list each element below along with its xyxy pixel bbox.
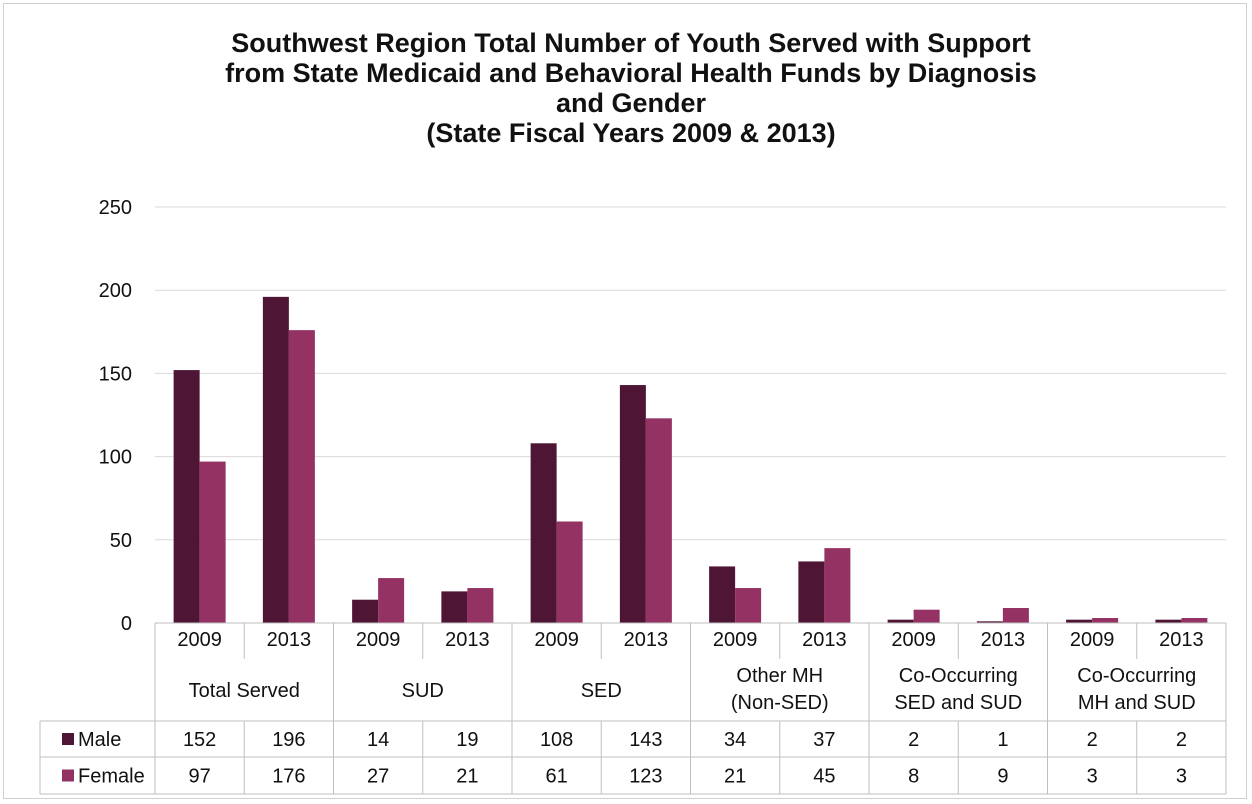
bar-male xyxy=(441,591,468,623)
chart-title-line-3: and Gender xyxy=(555,88,707,118)
bar-female xyxy=(378,578,405,623)
bar-female xyxy=(1181,618,1208,623)
y-tick-label: 250 xyxy=(99,197,132,219)
x-group-label: MH and SUD xyxy=(1078,692,1196,714)
x-year-label: 2013 xyxy=(267,629,312,651)
data-table-value: 1 xyxy=(997,729,1008,751)
x-year-label: 2009 xyxy=(1070,629,1115,651)
x-year-label: 2013 xyxy=(981,629,1026,651)
x-year-label: 2009 xyxy=(177,629,222,651)
bar-female xyxy=(913,609,940,623)
bar-male xyxy=(619,385,646,623)
bar-male xyxy=(709,566,736,623)
data-table-value: 19 xyxy=(456,729,478,751)
x-group-label: Co-Occurring xyxy=(899,665,1018,687)
data-table-value: 143 xyxy=(629,729,662,751)
bar-female xyxy=(645,418,672,623)
x-year-label: 2009 xyxy=(356,629,401,651)
bar-male xyxy=(1066,619,1093,623)
x-year-label: 2013 xyxy=(1159,629,1204,651)
data-table-value: 8 xyxy=(908,766,919,788)
bar-male xyxy=(887,619,914,623)
y-tick-label: 200 xyxy=(99,280,132,302)
data-table-value: 196 xyxy=(272,729,305,751)
data-table-value: 37 xyxy=(813,729,835,751)
bar-female xyxy=(735,588,762,623)
x-year-label: 2013 xyxy=(445,629,490,651)
chart-title-line-1: Southwest Region Total Number of Youth S… xyxy=(231,28,1031,58)
bar-female xyxy=(1002,608,1029,623)
bar-male xyxy=(976,621,1003,623)
data-table-value: 2 xyxy=(1176,729,1187,751)
data-table-value: 45 xyxy=(813,766,835,788)
data-table-value: 61 xyxy=(546,766,568,788)
y-tick-label: 100 xyxy=(99,447,132,469)
legend-label-female: Female xyxy=(78,766,145,788)
bar-female xyxy=(288,330,315,623)
data-table-value: 21 xyxy=(724,766,746,788)
data-table-value: 2 xyxy=(1087,729,1098,751)
data-table-value: 152 xyxy=(183,729,216,751)
bar-male xyxy=(173,370,200,623)
x-group-label: SUD xyxy=(402,680,444,702)
chart-title-line-4: (State Fiscal Years 2009 & 2013) xyxy=(426,118,836,148)
bar-male xyxy=(262,296,289,623)
chart-title: Southwest Region Total Number of Youth S… xyxy=(0,28,1252,148)
data-table-value: 97 xyxy=(189,766,211,788)
data-table-value: 27 xyxy=(367,766,389,788)
legend-key-male xyxy=(62,733,74,745)
data-table-value: 176 xyxy=(272,766,305,788)
bar-female xyxy=(467,588,494,623)
data-table-value: 2 xyxy=(908,729,919,751)
data-table-value: 3 xyxy=(1087,766,1098,788)
x-year-label: 2009 xyxy=(534,629,579,651)
x-group-label: (Non-SED) xyxy=(731,692,829,714)
bar-female xyxy=(556,521,583,623)
x-group-label: SED and SUD xyxy=(894,692,1022,714)
data-table-value: 34 xyxy=(724,729,746,751)
x-group-label: Total Served xyxy=(189,680,300,702)
x-year-label: 2013 xyxy=(624,629,669,651)
y-tick-label: 150 xyxy=(99,363,132,385)
bar-male xyxy=(798,561,825,623)
x-group-label: SED xyxy=(581,680,622,702)
bar-male xyxy=(352,599,379,623)
y-tick-label: 0 xyxy=(121,613,132,635)
bar-female xyxy=(824,548,851,623)
bar-male xyxy=(530,443,557,623)
chart-title-line-2: from State Medicaid and Behavioral Healt… xyxy=(225,58,1037,88)
bar-male xyxy=(1155,619,1182,623)
legend-label-male: Male xyxy=(78,729,121,751)
data-table-value: 21 xyxy=(456,766,478,788)
data-table-value: 14 xyxy=(367,729,389,751)
data-table-value: 123 xyxy=(629,766,662,788)
data-table-value: 108 xyxy=(540,729,573,751)
x-group-label: Other MH xyxy=(736,665,823,687)
data-table-value: 3 xyxy=(1176,766,1187,788)
data-table-value: 9 xyxy=(997,766,1008,788)
bar-female xyxy=(199,461,226,623)
x-year-label: 2009 xyxy=(891,629,936,651)
y-tick-label: 50 xyxy=(110,530,132,552)
x-group-label: Co-Occurring xyxy=(1077,665,1196,687)
legend-key-female xyxy=(62,769,74,782)
x-year-label: 2009 xyxy=(713,629,758,651)
x-year-label: 2013 xyxy=(802,629,847,651)
bar-female xyxy=(1092,618,1119,623)
